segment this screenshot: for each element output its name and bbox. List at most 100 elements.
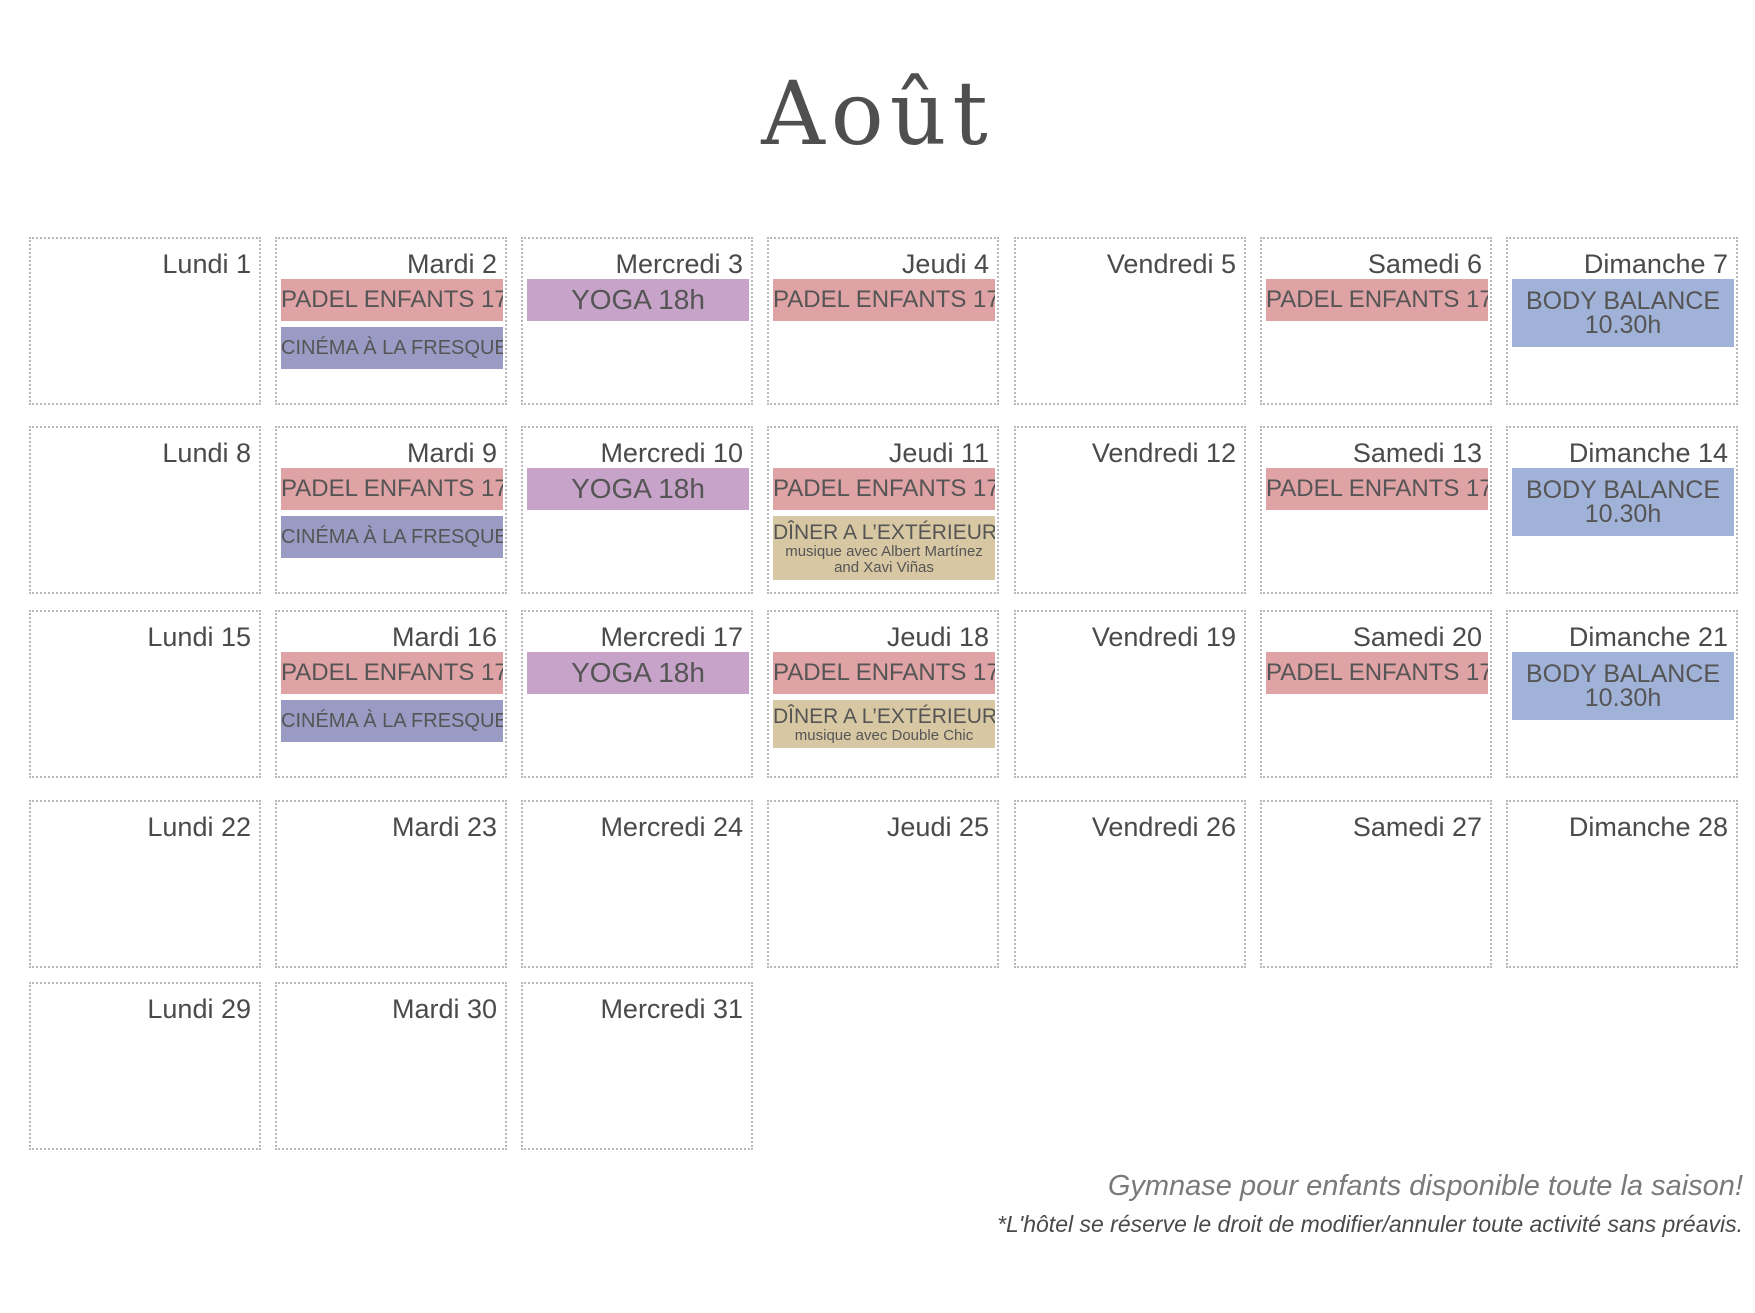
event-title: PADEL ENFANTS 17h xyxy=(281,659,503,686)
event-padel: PADEL ENFANTS 17h xyxy=(1266,279,1488,321)
calendar-day-cell: Mercredi 24 xyxy=(521,800,753,968)
event-title: DÎNER A L’EXTÉRIEUR xyxy=(773,705,995,728)
day-label: Dimanche 14 xyxy=(1568,438,1728,468)
event-title: YOGA 18h xyxy=(571,284,705,315)
calendar-day-cell: Jeudi 4 PADEL ENFANTS 17h xyxy=(767,237,999,405)
event-body-balance: BODY BALANCE 10.30h xyxy=(1512,652,1734,720)
calendar-day-cell: Dimanche 21 BODY BALANCE 10.30h xyxy=(1506,610,1738,778)
event-diner: DÎNER A L’EXTÉRIEUR musique avec Albert M… xyxy=(773,516,995,580)
day-label: Vendredi 5 xyxy=(1106,249,1236,279)
event-padel: PADEL ENFANTS 17h xyxy=(1266,652,1488,694)
day-label: Samedi 6 xyxy=(1367,249,1482,279)
day-label: Mardi 2 xyxy=(406,249,497,279)
event-diner: DÎNER A L’EXTÉRIEUR musique avec Double C… xyxy=(773,700,995,748)
calendar-day-cell: Mardi 23 xyxy=(275,800,507,968)
day-label: Mardi 23 xyxy=(391,812,497,842)
day-label: Lundi 22 xyxy=(147,812,251,842)
day-label: Mercredi 24 xyxy=(600,812,743,842)
event-title: BODY BALANCE 10.30h xyxy=(1525,476,1721,528)
event-title: YOGA 18h xyxy=(571,473,705,504)
calendar-day-cell: Dimanche 14 BODY BALANCE 10.30h xyxy=(1506,426,1738,594)
day-label: Mercredi 17 xyxy=(600,622,743,652)
event-title: PADEL ENFANTS 17h xyxy=(773,286,995,313)
calendar-day-cell: Vendredi 19 xyxy=(1014,610,1246,778)
event-cinema: CINÉMA À LA FRESQUE xyxy=(281,516,503,558)
event-padel: PADEL ENFANTS 17h xyxy=(773,468,995,510)
calendar-day-cell: Samedi 6 PADEL ENFANTS 17h xyxy=(1260,237,1492,405)
calendar-day-cell: Samedi 27 xyxy=(1260,800,1492,968)
day-label: Lundi 29 xyxy=(147,994,251,1024)
event-title: CINÉMA À LA FRESQUE xyxy=(281,337,503,359)
event-yoga: YOGA 18h xyxy=(527,652,749,694)
calendar-day-cell: Mardi 2 PADEL ENFANTS 17h CINÉMA À LA FRES… xyxy=(275,237,507,405)
event-padel: PADEL ENFANTS 17h xyxy=(281,652,503,694)
day-label: Mardi 30 xyxy=(391,994,497,1024)
day-label: Dimanche 28 xyxy=(1568,812,1728,842)
day-label: Lundi 8 xyxy=(162,438,251,468)
footer-note: Gymnase pour enfants disponible toute la… xyxy=(1107,1170,1743,1202)
day-label: Vendredi 12 xyxy=(1091,438,1236,468)
event-title: PADEL ENFANTS 17h xyxy=(1266,659,1488,686)
calendar-day-cell: Samedi 20 PADEL ENFANTS 17h xyxy=(1260,610,1492,778)
event-body-balance: BODY BALANCE 10.30h xyxy=(1512,468,1734,536)
calendar-day-cell: Mercredi 31 xyxy=(521,982,753,1150)
day-label: Lundi 1 xyxy=(162,249,251,279)
calendar-day-cell: Lundi 15 xyxy=(29,610,261,778)
calendar-day-cell: Vendredi 12 xyxy=(1014,426,1246,594)
day-label: Mercredi 31 xyxy=(600,994,743,1024)
event-title: BODY BALANCE 10.30h xyxy=(1525,660,1721,712)
event-padel: PADEL ENFANTS 17h xyxy=(281,279,503,321)
event-title: PADEL ENFANTS 17h xyxy=(1266,286,1488,313)
event-title: PADEL ENFANTS 17h xyxy=(281,286,503,313)
calendar-day-cell: Vendredi 26 xyxy=(1014,800,1246,968)
event-title: PADEL ENFANTS 17h xyxy=(1266,475,1488,502)
calendar-day-cell: Lundi 1 xyxy=(29,237,261,405)
event-title: PADEL ENFANTS 17h xyxy=(773,475,995,502)
day-label: Jeudi 18 xyxy=(886,622,989,652)
event-subtitle: musique avec Albert Martínez xyxy=(785,543,983,560)
event-padel: PADEL ENFANTS 17h xyxy=(1266,468,1488,510)
event-padel: PADEL ENFANTS 17h xyxy=(773,279,995,321)
calendar-day-cell: Mercredi 17 YOGA 18h xyxy=(521,610,753,778)
day-label: Jeudi 25 xyxy=(886,812,989,842)
day-label: Samedi 20 xyxy=(1352,622,1482,652)
day-label: Mercredi 10 xyxy=(600,438,743,468)
day-label: Jeudi 11 xyxy=(888,438,989,468)
day-label: Samedi 13 xyxy=(1352,438,1482,468)
event-padel: PADEL ENFANTS 17h xyxy=(773,652,995,694)
footer-disclaimer: *L'hôtel se réserve le droit de modifier… xyxy=(997,1211,1743,1237)
event-padel: PADEL ENFANTS 17h xyxy=(281,468,503,510)
day-label: Jeudi 4 xyxy=(901,249,989,279)
calendar-day-cell: Vendredi 5 xyxy=(1014,237,1246,405)
calendar-day-cell: Jeudi 18 PADEL ENFANTS 17h DÎNER A L’EXTÉR… xyxy=(767,610,999,778)
event-yoga: YOGA 18h xyxy=(527,279,749,321)
calendar-day-cell: Lundi 8 xyxy=(29,426,261,594)
calendar-day-cell: Mercredi 3 YOGA 18h xyxy=(521,237,753,405)
day-label: Mardi 9 xyxy=(406,438,497,468)
event-body-balance: BODY BALANCE 10.30h xyxy=(1512,279,1734,347)
event-title: BODY BALANCE 10.30h xyxy=(1525,287,1721,339)
calendar-day-cell: Lundi 29 xyxy=(29,982,261,1150)
event-cinema: CINÉMA À LA FRESQUE xyxy=(281,700,503,742)
day-label: Vendredi 19 xyxy=(1091,622,1236,652)
calendar-day-cell: Mercredi 10 YOGA 18h xyxy=(521,426,753,594)
page-title: Août xyxy=(761,62,994,165)
calendar-day-cell: Dimanche 7 BODY BALANCE 10.30h xyxy=(1506,237,1738,405)
day-label: Vendredi 26 xyxy=(1091,812,1236,842)
event-title: CINÉMA À LA FRESQUE xyxy=(281,526,503,548)
day-label: Lundi 15 xyxy=(147,622,251,652)
calendar-day-cell: Mardi 30 xyxy=(275,982,507,1150)
event-title: DÎNER A L’EXTÉRIEUR xyxy=(773,521,995,544)
event-subtitle: and Xavi Viñas xyxy=(834,559,934,576)
calendar-day-cell: Mardi 16 PADEL ENFANTS 17h CINÉMA À LA FRE… xyxy=(275,610,507,778)
event-subtitle: musique avec Double Chic xyxy=(794,727,974,744)
calendar-day-cell: Mardi 9 PADEL ENFANTS 17h CINÉMA À LA FRES… xyxy=(275,426,507,594)
calendar-day-cell: Jeudi 25 xyxy=(767,800,999,968)
day-label: Samedi 27 xyxy=(1352,812,1482,842)
day-label: Mardi 16 xyxy=(391,622,497,652)
day-label: Mercredi 3 xyxy=(615,249,743,279)
calendar-day-cell: Jeudi 11 PADEL ENFANTS 17h DÎNER A L’EXTÉR… xyxy=(767,426,999,594)
calendar-day-cell: Samedi 13 PADEL ENFANTS 17h xyxy=(1260,426,1492,594)
event-title: PADEL ENFANTS 17h xyxy=(773,659,995,686)
calendar-day-cell: Lundi 22 xyxy=(29,800,261,968)
